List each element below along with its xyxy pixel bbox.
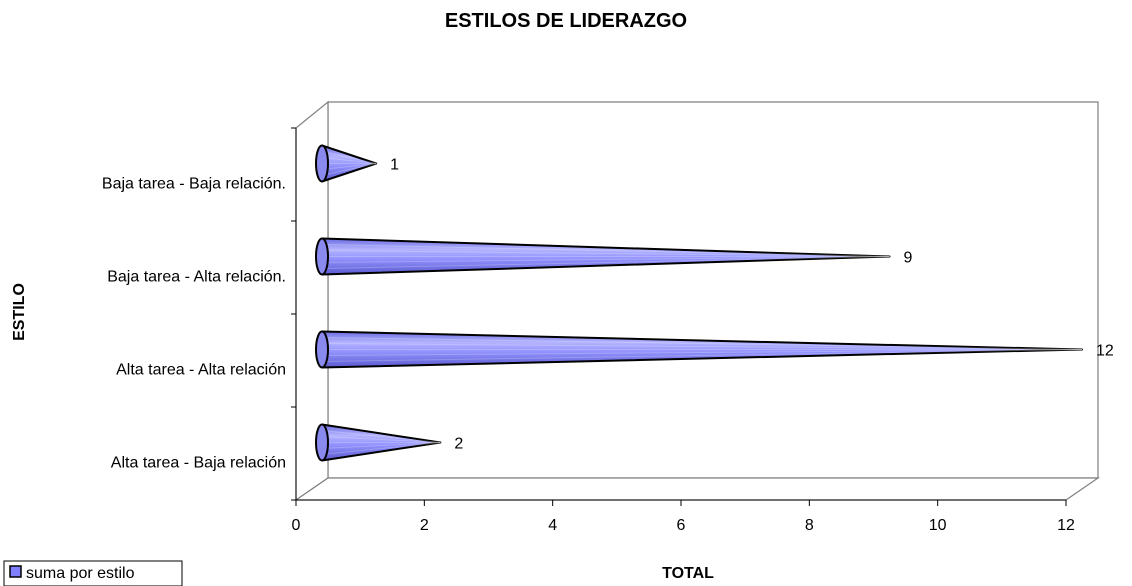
category-label: Alta tarea - Alta relación (116, 362, 286, 379)
legend-label: suma por estilo (26, 565, 135, 582)
bars (315, 144, 1083, 462)
plot-frame (294, 100, 1100, 502)
bar (315, 423, 442, 462)
bar-base (315, 144, 329, 183)
bar-texture (321, 436, 441, 443)
bar-texture (321, 256, 890, 263)
x-tick-label: 8 (805, 517, 814, 534)
legend: suma por estilo (3, 560, 183, 586)
x-tick-label: 6 (677, 517, 686, 534)
bar (315, 330, 1083, 369)
category-labels: Alta tarea - Baja relación Alta tarea - A… (102, 176, 286, 472)
category-label: Baja tarea - Baja relación. (102, 176, 286, 193)
bar-texture (321, 157, 377, 164)
x-tick-label: 2 (420, 517, 429, 534)
x-axis-ticks: 0 2 4 6 8 10 12 (292, 500, 1075, 534)
floor (294, 477, 1100, 501)
category-label: Baja tarea - Alta relación. (107, 269, 286, 286)
data-label: 12 (1096, 343, 1114, 360)
bar-texture (321, 442, 441, 455)
bar-texture (321, 250, 890, 257)
bar-texture (321, 337, 1083, 350)
x-tick-label: 12 (1057, 517, 1075, 534)
bar-texture (321, 430, 441, 443)
bar-texture (321, 163, 377, 176)
data-label: 2 (454, 436, 463, 453)
y-axis-title: ESTILO (11, 283, 28, 341)
x-tick-label: 0 (292, 517, 301, 534)
chart-title: ESTILOS DE LIDERAZGO (445, 10, 687, 32)
bar (315, 237, 891, 276)
bar-base (315, 330, 329, 369)
data-labels: 2 12 9 1 (390, 157, 1114, 453)
bar-texture (321, 442, 441, 449)
y-axis-ticks (291, 127, 296, 501)
bar-base (315, 237, 329, 276)
bar-texture (321, 343, 1083, 350)
bar-base (315, 423, 329, 462)
legend-box (3, 560, 183, 586)
bar-texture (321, 349, 1083, 362)
bar-texture (321, 349, 1083, 356)
bar (315, 144, 378, 183)
data-label: 1 (390, 157, 399, 174)
data-label: 9 (904, 250, 913, 267)
back-wall (327, 101, 1099, 479)
legend-swatch (9, 565, 22, 578)
x-tick-label: 4 (548, 517, 557, 534)
category-label: Alta tarea - Baja relación (111, 455, 286, 472)
bar-texture (321, 244, 890, 257)
bar-texture (321, 256, 890, 269)
x-tick-label: 10 (929, 517, 947, 534)
bar-texture (321, 163, 377, 170)
x-axis-title: TOTAL (662, 565, 714, 582)
bar-texture (321, 151, 377, 164)
